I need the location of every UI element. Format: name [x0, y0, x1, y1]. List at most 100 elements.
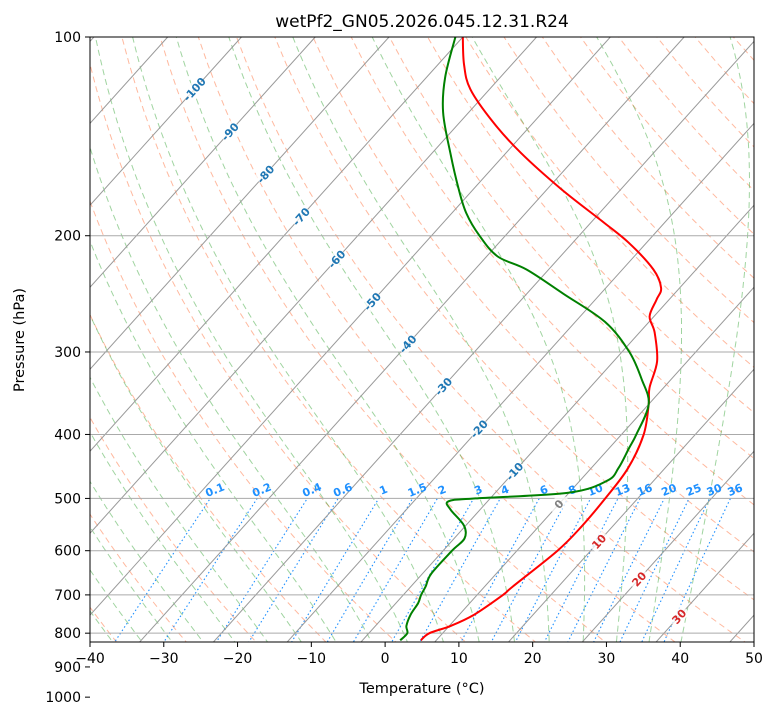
- isotherm-label-background: [289, 204, 313, 229]
- isotherm-label-background: [395, 331, 419, 356]
- mixing-ratio-label: 8: [567, 483, 579, 498]
- isotherm-label-background: [667, 604, 691, 628]
- dry-adiabat-line: [427, 37, 754, 414]
- x-axis-title: Temperature (°C): [358, 681, 484, 697]
- dry-adiabat-line: [236, 37, 746, 642]
- y-axis: 100 200 300 400 500 600 700 800 900 1000: [45, 30, 90, 706]
- mixing-ratio-label: 36: [726, 481, 745, 499]
- dry-adiabat-line: [312, 37, 754, 553]
- plot-frame: [89, 36, 755, 643]
- moist-adiabat-line: [228, 37, 516, 642]
- dry-adiabat-line: [121, 37, 537, 642]
- mixing-ratio-label: 20: [660, 481, 679, 499]
- y-tick-label: 700: [54, 588, 81, 604]
- plot-area: 0.1 0.2 0.4 0.6 1 1.5 2 3 4 6 8 10 13 16 20 25 30 36-100-…: [90, 37, 754, 642]
- dry-adiabats: [90, 37, 754, 642]
- isotherm-line: [507, 368, 754, 642]
- y-tick-label: 100: [54, 30, 81, 46]
- isotherm-label-background: [431, 374, 455, 398]
- isotherm-label-background: [546, 491, 571, 516]
- x-tick-label: 20: [524, 651, 542, 667]
- mixing-ratio-line: [391, 498, 475, 642]
- dry-adiabat-line: [503, 37, 754, 324]
- mixing-ratio-line: [663, 498, 731, 642]
- isotherm-label-background: [182, 77, 206, 101]
- y-tick-label: 200: [54, 229, 81, 245]
- isotherm-label-background: [360, 289, 384, 314]
- y-tick-label: 1000: [45, 690, 81, 706]
- moist-adiabat-line: [371, 37, 586, 642]
- x-axis: −40 −30 −20 −10 0 10 20 30 40 50: [75, 642, 763, 667]
- x-tick-label: −20: [223, 651, 253, 667]
- isotherm-line: [90, 37, 537, 534]
- mixing-ratio-label: 1: [378, 483, 390, 498]
- mixing-ratio-label: 16: [635, 481, 654, 499]
- x-tick-label: 50: [745, 651, 763, 667]
- mixing-ratio-lines: [113, 498, 731, 642]
- mixing-ratio-line: [352, 498, 438, 642]
- x-tick-label: 40: [671, 651, 689, 667]
- mixing-ratio-label: 30: [705, 481, 724, 499]
- moist-adiabat-line: [90, 145, 373, 642]
- moist-adiabat-line: [90, 239, 337, 642]
- mixing-ratio-line: [113, 498, 211, 642]
- dry-adiabat-line: [90, 416, 257, 642]
- dry-adiabat-line: [90, 513, 187, 642]
- x-tick-label: 30: [598, 651, 616, 667]
- isotherm-label-background: [218, 119, 242, 144]
- isotherm-line: [90, 37, 464, 452]
- y-tick-label: 500: [54, 491, 81, 507]
- y-tick-label: 400: [54, 427, 81, 443]
- dry-adiabat-line: [465, 37, 754, 369]
- isotherm-line: [286, 122, 754, 642]
- chart-title: wetPf2_GN05.2026.045.12.31.R24: [275, 12, 569, 32]
- isotherm-line: [212, 40, 754, 642]
- y-tick-label: 600: [54, 544, 81, 560]
- moist-adiabat-line: [90, 431, 236, 642]
- isotherm-label-background: [253, 162, 277, 186]
- moist-adiabat-line: [292, 37, 550, 642]
- isotherm-line: [138, 37, 685, 642]
- isotherm-line: [90, 37, 316, 289]
- moist-adiabat-line: [90, 526, 173, 642]
- mixing-ratio-line: [326, 498, 414, 642]
- moist-adiabat-line: [596, 37, 682, 642]
- isotherm-label-background: [324, 246, 348, 271]
- mixing-ratio-label: 10: [586, 481, 605, 499]
- isotherm-line: [581, 450, 754, 642]
- x-tick-label: −10: [297, 651, 327, 667]
- isotherm-line: [90, 37, 242, 207]
- pressure-gridlines: [90, 37, 754, 634]
- moist-adiabat-line: [680, 37, 751, 642]
- dry-adiabat-line: [159, 37, 607, 642]
- isotherm-label-background: [587, 529, 611, 554]
- x-tick-label: −40: [75, 651, 105, 667]
- isotherm-lines: [90, 37, 754, 642]
- mixing-ratio-line: [291, 498, 380, 642]
- temperature-profile-line: [420, 37, 663, 642]
- isotherm-line: [90, 37, 390, 370]
- mixing-ratio-line: [593, 498, 665, 642]
- moist-adiabat-line: [90, 376, 269, 642]
- y-tick-label: 300: [54, 345, 81, 361]
- mixing-ratio-label: 25: [684, 481, 703, 499]
- moist-adiabats: [90, 37, 751, 642]
- isotherm-line: [360, 204, 754, 642]
- mixing-ratio-label: 13: [613, 481, 632, 499]
- dry-adiabat-line: [197, 37, 676, 642]
- moist-adiabat-line: [90, 480, 204, 642]
- mixing-ratio-line: [641, 498, 711, 642]
- isotherm-line: [90, 37, 611, 616]
- mixing-ratio-line: [248, 498, 339, 642]
- dry-adiabat-line: [350, 37, 754, 506]
- mixing-ratio-label: 2: [436, 483, 448, 498]
- dewpoint-profile-line: [399, 37, 650, 642]
- y-tick-label: 900: [54, 660, 81, 676]
- mixing-ratio-label: 3: [472, 483, 484, 498]
- isotherm-line: [434, 286, 754, 642]
- x-tick-label: −30: [149, 651, 179, 667]
- y-tick-label: 800: [54, 626, 81, 642]
- moist-adiabat-line: [132, 37, 444, 642]
